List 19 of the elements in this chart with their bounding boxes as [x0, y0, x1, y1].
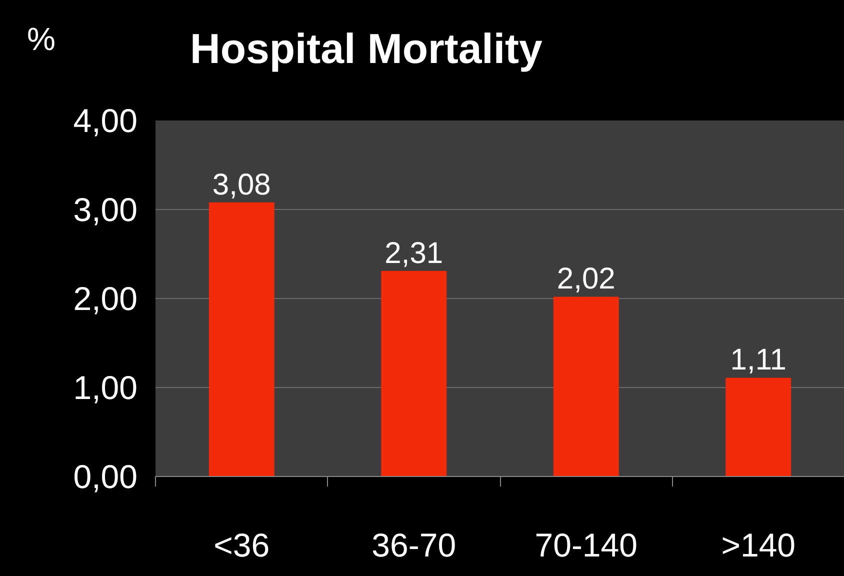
- bar: [381, 270, 447, 476]
- data-label: 3,08: [212, 168, 271, 202]
- chart-title: Hospital Mortality: [190, 24, 542, 74]
- data-label: 2,02: [556, 262, 616, 296]
- bar: [208, 202, 274, 476]
- y-tick-label: 4,00: [73, 102, 138, 139]
- y-tick-label: 1,00: [73, 369, 138, 406]
- bar: [553, 296, 619, 476]
- y-axis-title: %: [27, 20, 56, 59]
- y-tick-label: 3,00: [73, 191, 138, 228]
- data-label: 2,31: [384, 236, 444, 270]
- bar: [726, 378, 792, 476]
- x-tick-label: 70-140: [534, 526, 638, 564]
- y-tick-label: 0,00: [73, 458, 138, 495]
- y-tick-label: 2,00: [73, 280, 138, 317]
- x-tick-label: >140: [721, 526, 796, 564]
- x-tick-label: <36: [214, 526, 270, 564]
- data-label: 1,11: [730, 344, 786, 377]
- x-tick-label: 36-70: [372, 526, 456, 564]
